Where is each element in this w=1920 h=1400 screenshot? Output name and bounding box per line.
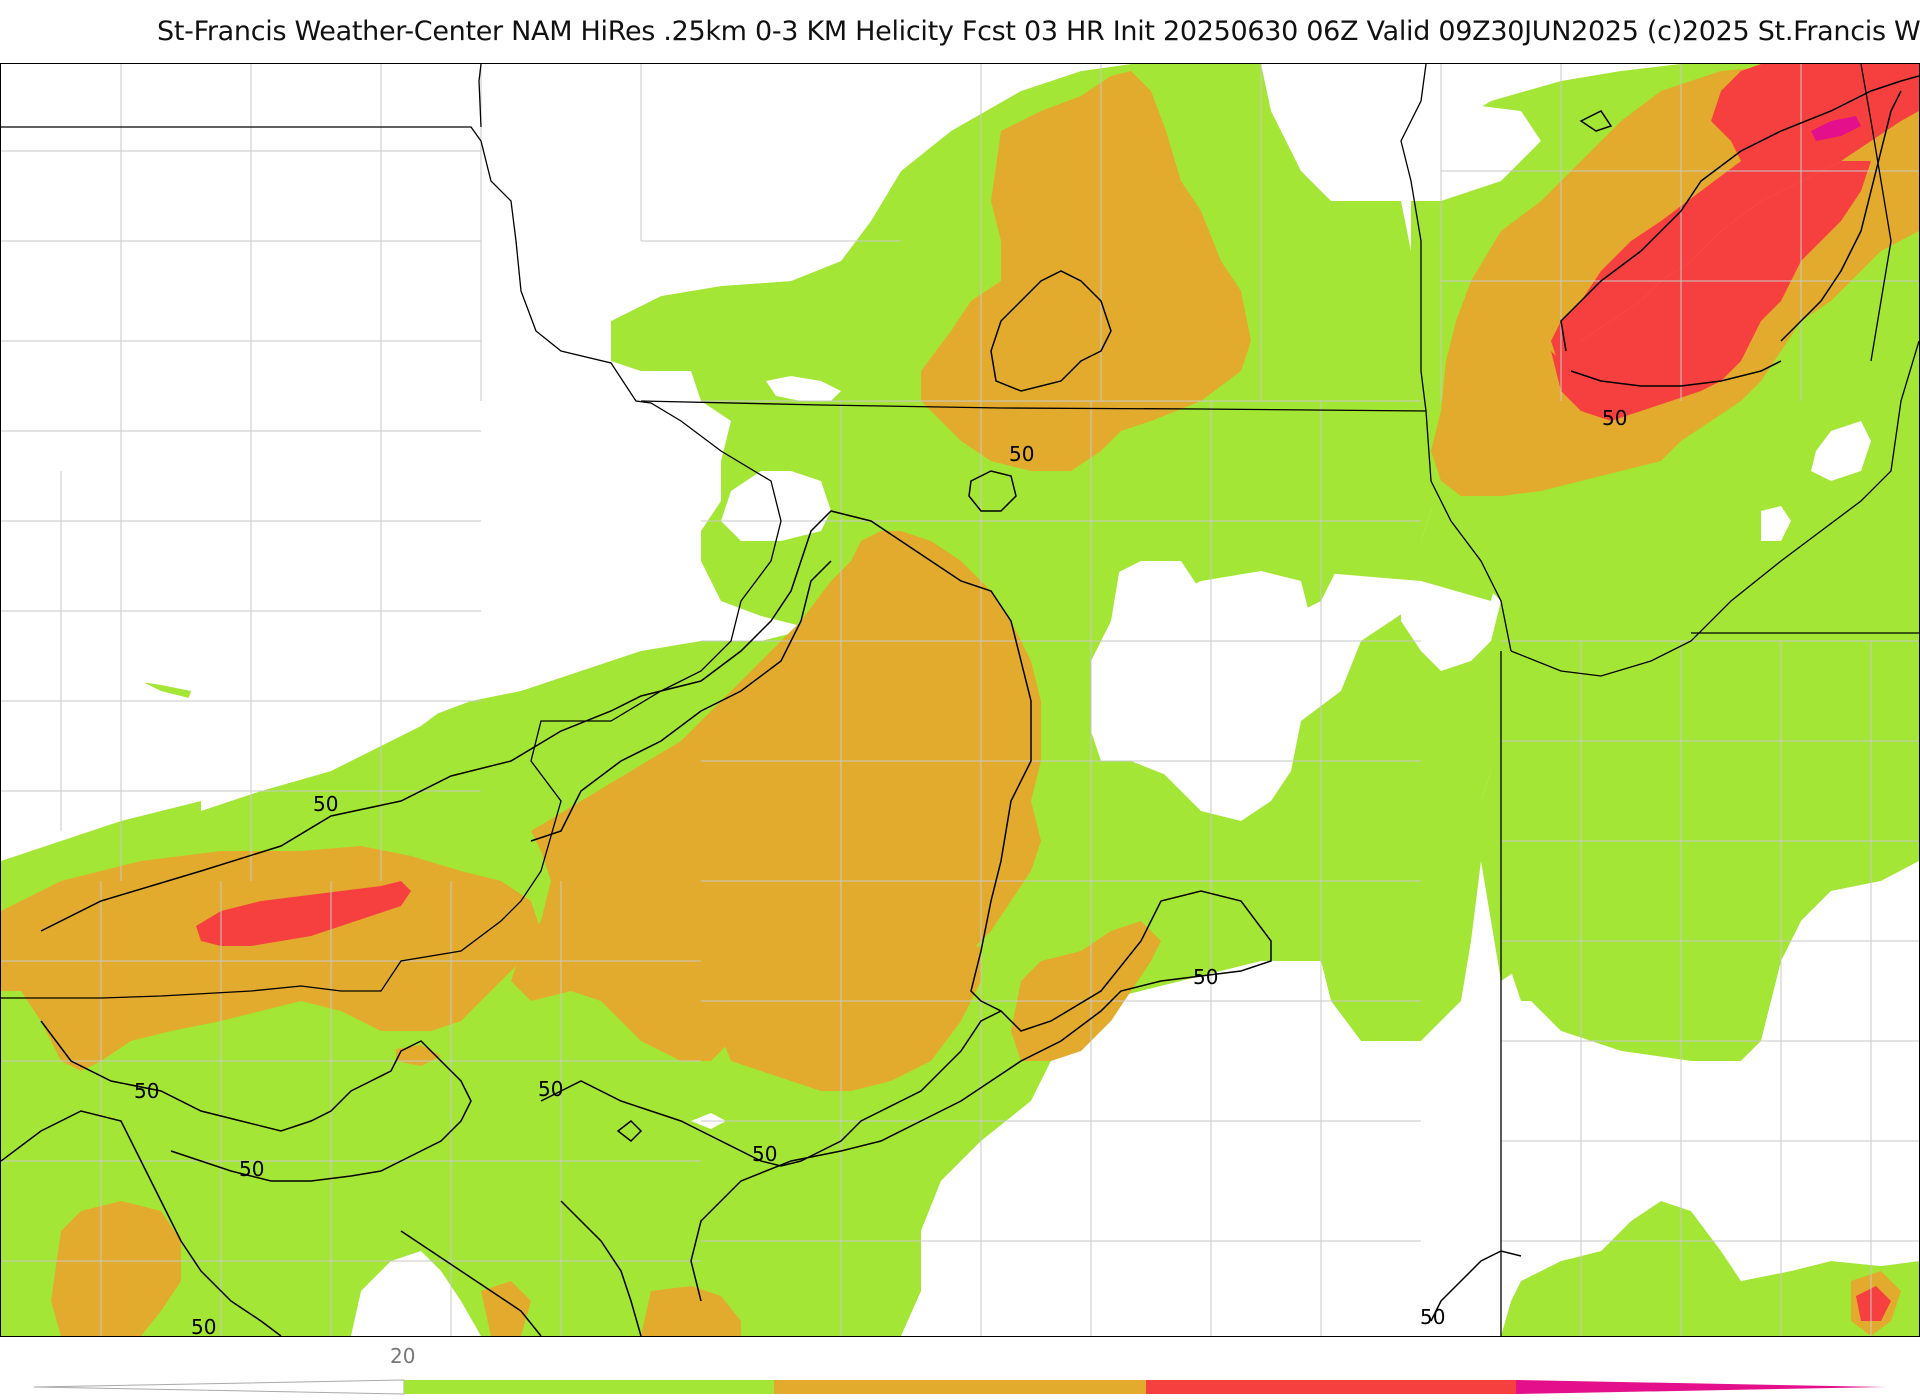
helicity-contours-50 <box>1 75 1919 1336</box>
map-title: St-Francis Weather-Center NAM HiRes .25k… <box>157 16 1920 47</box>
header: St-Francis Weather-Center NAM HiRes .25k… <box>0 0 1920 64</box>
colorbar-segment-20 <box>404 1380 774 1394</box>
helicity-map[interactable]: 50 50 50 50 50 50 50 50 50 50 <box>1 64 1919 1336</box>
contour-label: 50 <box>1602 406 1627 430</box>
helicity-fill-80 <box>1811 116 1861 141</box>
contour-labels: 50 50 50 50 50 50 50 50 50 50 <box>134 406 1627 1336</box>
map-frame[interactable]: 50 50 50 50 50 50 50 50 50 50 <box>0 63 1920 1337</box>
colorbar: 20 <box>0 1340 1920 1400</box>
contour-label: 50 <box>1009 442 1034 466</box>
contour-label: 50 <box>752 1142 777 1166</box>
contour-label: 50 <box>239 1157 264 1181</box>
colorbar-upper-extend <box>1516 1380 1886 1394</box>
contour-label: 50 <box>313 792 338 816</box>
contour-label: 50 <box>1193 965 1218 989</box>
contour-label: 50 <box>134 1079 159 1103</box>
colorbar-tick-label: 20 <box>390 1344 416 1368</box>
contour-label: 50 <box>191 1315 216 1336</box>
colorbar-segment-40 <box>774 1380 1146 1394</box>
contour-label: 50 <box>538 1077 563 1101</box>
colorbar-segment-60 <box>1146 1380 1516 1394</box>
contour-label: 50 <box>1420 1305 1445 1329</box>
colorbar-lower-extend <box>33 1379 405 1395</box>
helicity-fill-60 <box>196 64 1919 1321</box>
state-boundaries <box>1 64 1919 1336</box>
county-boundaries <box>1 64 1919 1336</box>
colorbar-graphic <box>33 1379 1886 1395</box>
